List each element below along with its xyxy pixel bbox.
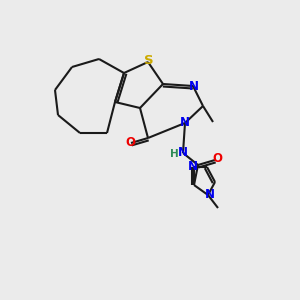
Text: N: N <box>205 188 215 202</box>
Text: S: S <box>144 55 154 68</box>
Text: O: O <box>212 152 222 166</box>
Text: N: N <box>188 160 198 172</box>
Text: H: H <box>169 149 178 159</box>
Text: N: N <box>178 146 188 160</box>
Text: N: N <box>180 116 190 130</box>
Text: O: O <box>125 136 135 149</box>
Text: N: N <box>189 80 199 92</box>
